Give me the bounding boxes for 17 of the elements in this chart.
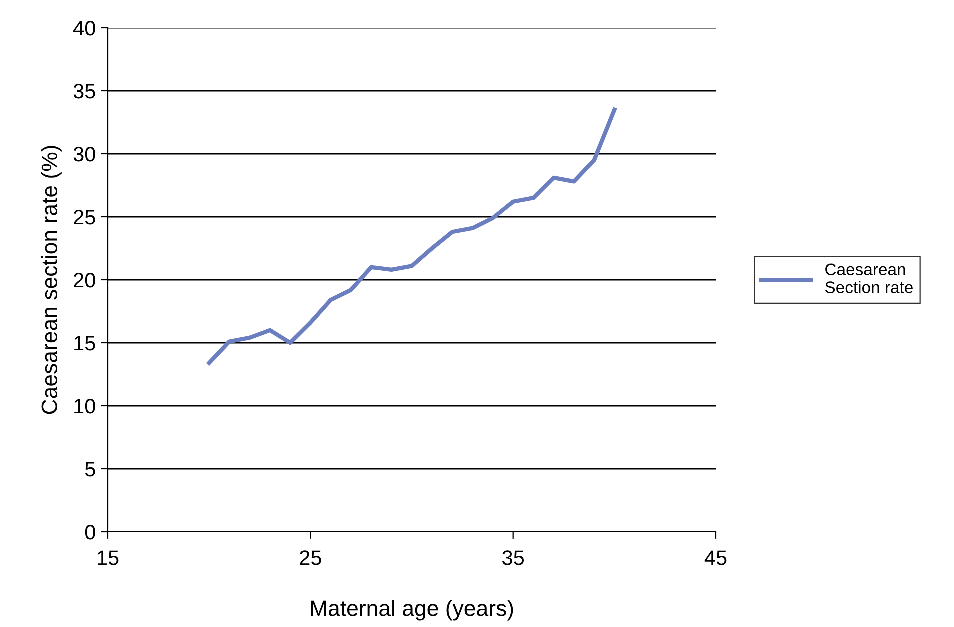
y-tick-label: 35: [74, 84, 96, 99]
x-axis-title: Maternal age (years): [311, 600, 514, 621]
y-tick-label: 10: [74, 399, 96, 414]
legend-label: Caesarean Section rate: [825, 264, 913, 294]
line-series: [207, 108, 617, 366]
x-tick-label: 45: [704, 550, 727, 566]
y-tick-label: 15: [74, 336, 96, 351]
x-tick-label: 25: [300, 550, 322, 566]
y-tick-label: 40: [74, 21, 96, 36]
y-tick-label: 5: [85, 462, 96, 477]
x-tick-label: 35: [502, 550, 524, 566]
y-tick-label: 0: [85, 525, 96, 540]
y-axis-title: Caesarean section rate (%): [41, 146, 62, 414]
y-tick-label: 20: [74, 273, 96, 288]
y-tick-label: 30: [74, 147, 96, 162]
y-tick-label: 25: [74, 210, 96, 225]
x-tick-label: 15: [98, 550, 119, 566]
